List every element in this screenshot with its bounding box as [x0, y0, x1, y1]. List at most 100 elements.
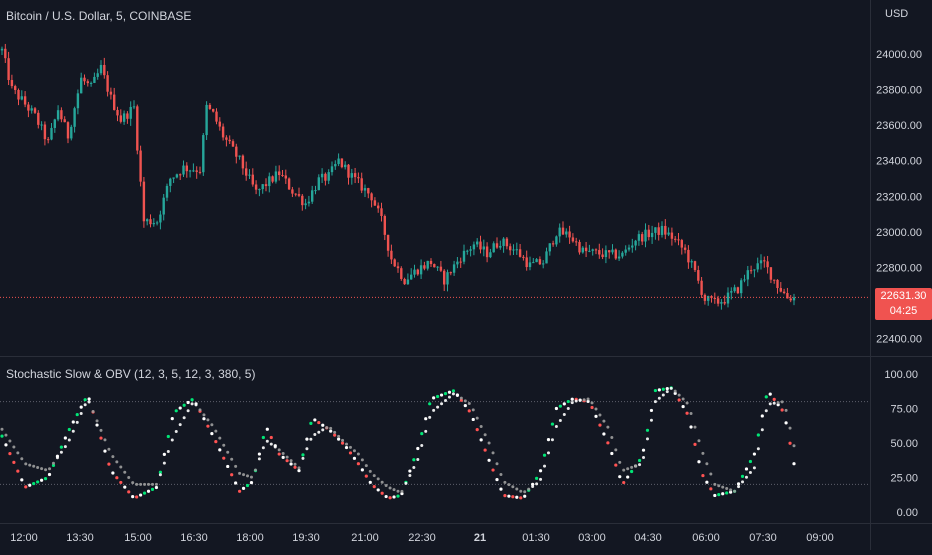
candle-body — [324, 173, 327, 181]
time-tick-label: 13:30 — [66, 532, 94, 544]
stoch-d-point — [166, 450, 170, 454]
stoch-d-point — [634, 464, 638, 468]
stoch-d-point — [174, 430, 178, 433]
stoch-k-point — [95, 423, 99, 427]
stoch-d-point — [238, 471, 242, 475]
stoch-k-point — [206, 424, 210, 428]
stoch-d-point — [111, 455, 115, 459]
candle-body — [502, 238, 505, 246]
candle-body — [291, 189, 294, 194]
candle-body — [575, 241, 578, 243]
stoch-k-point — [626, 475, 630, 479]
candle-body — [535, 259, 538, 263]
stoch-d-point — [131, 481, 135, 485]
candle-body — [406, 279, 410, 285]
stoch-k-point — [79, 405, 83, 409]
candle-body — [301, 195, 304, 206]
stoch-k-point — [356, 462, 360, 466]
candle-body — [581, 247, 584, 253]
candle-body — [740, 280, 743, 294]
candle-body — [311, 190, 314, 202]
stoch-k-point — [594, 414, 598, 418]
candle-body — [654, 227, 657, 233]
stoch-k-point — [483, 448, 487, 452]
candle-body — [149, 219, 152, 225]
stoch-k-point — [119, 480, 123, 485]
candle-body — [347, 164, 350, 178]
stoch-d-point — [218, 436, 222, 440]
stoch-d-point — [301, 456, 305, 460]
stoch-d-point — [376, 477, 380, 481]
stoch-d-point — [226, 450, 230, 454]
stoch-d-point — [455, 394, 459, 398]
stoch-d-point — [8, 439, 12, 443]
candle-body — [169, 178, 172, 186]
candle-body — [43, 124, 47, 140]
stoch-d-point — [729, 488, 733, 492]
candle-body — [278, 171, 281, 176]
candle-body — [30, 108, 33, 111]
candle-body — [515, 249, 518, 251]
stoch-d-point — [519, 489, 523, 493]
stoch-d-point — [400, 489, 404, 493]
candle-body — [680, 240, 683, 248]
stoch-k-point — [499, 487, 503, 491]
candle-body — [693, 261, 697, 271]
stoch-d-point — [784, 408, 788, 412]
price-tick-label: 23200.00 — [876, 191, 922, 203]
stoch-d-point — [257, 457, 261, 461]
time-tick-label: 22:30 — [408, 532, 436, 544]
candle-body — [433, 264, 436, 268]
stoch-k-point — [412, 458, 416, 462]
candle-body — [578, 241, 581, 253]
stoch-d-point — [713, 482, 717, 486]
candle-body — [703, 294, 707, 301]
stoch-d-point — [685, 401, 689, 405]
candle-body — [627, 247, 631, 250]
candle-body — [284, 175, 287, 179]
candle-body — [476, 241, 479, 245]
candle-body — [641, 234, 644, 242]
candle-body — [588, 250, 591, 252]
bar-countdown: 04:25 — [889, 305, 918, 317]
candle-body — [248, 174, 251, 176]
stoch-d-point — [281, 451, 285, 455]
stoch-k-point — [87, 397, 91, 401]
stoch-d-point — [424, 429, 428, 433]
candle-body — [350, 173, 353, 178]
stoch-d-point — [792, 444, 796, 448]
stoch-d-point — [79, 412, 83, 416]
candle-body — [195, 170, 198, 172]
last-price-tag: 22631.30 04:25 — [875, 288, 932, 320]
candle-body — [644, 229, 647, 242]
stoch-k-point — [162, 452, 166, 456]
stoch-k-point — [630, 469, 634, 474]
candle-body — [367, 188, 370, 194]
candle-body — [109, 91, 113, 95]
stoch-k-point — [202, 417, 206, 421]
stoch-d-point — [99, 428, 103, 432]
stoch-d-point — [352, 449, 356, 453]
stoch-d-point — [416, 458, 420, 462]
candle-body — [479, 241, 482, 250]
stoch-d-point — [107, 447, 111, 451]
stoch-d-point — [206, 418, 210, 422]
stoch-k-point — [697, 460, 701, 464]
stoch-k-point — [467, 409, 471, 413]
stoch-d-point — [709, 472, 713, 476]
stoch-k-point — [16, 469, 20, 473]
candle-body — [218, 121, 221, 127]
stoch-d-point — [764, 409, 768, 413]
stoch-d-point — [701, 451, 705, 455]
stoch-k-point — [329, 429, 333, 433]
indicator-title[interactable]: Stochastic Slow & OBV (12, 3, 5, 12, 3, … — [6, 367, 256, 381]
stoch-d-point — [51, 461, 55, 465]
candle-body — [749, 270, 753, 272]
stoch-k-point — [554, 406, 559, 411]
stoch-d-point — [673, 389, 677, 393]
stoch-d-point — [170, 438, 174, 442]
stoch-k-point — [515, 495, 519, 499]
candle-body — [126, 113, 129, 119]
